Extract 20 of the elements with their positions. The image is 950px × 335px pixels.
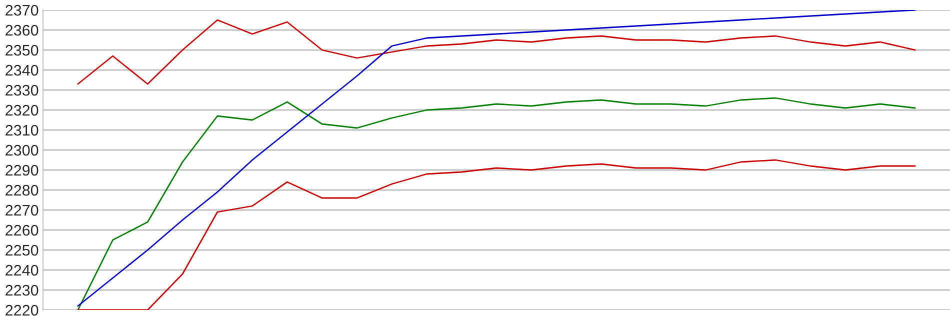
y-tick-label: 2220 <box>6 304 38 316</box>
y-tick-label: 2300 <box>6 144 38 156</box>
line-series <box>77 159 916 310</box>
y-tick-label: 2310 <box>6 124 38 136</box>
y-tick-label: 2270 <box>6 204 38 216</box>
y-tick-label: 2260 <box>6 224 38 236</box>
y-tick-label: 2330 <box>6 84 38 96</box>
line-series <box>77 19 916 85</box>
y-tick-label: 2370 <box>6 4 38 16</box>
y-tick-label: 2360 <box>6 24 38 36</box>
y-tick-label: 2290 <box>6 164 38 176</box>
line-series <box>77 97 916 310</box>
y-tick-label: 2250 <box>6 244 38 256</box>
y-tick-label: 2340 <box>6 64 38 76</box>
y-tick-label: 2280 <box>6 184 38 196</box>
y-tick-label: 2240 <box>6 264 38 276</box>
line-series <box>77 10 916 307</box>
y-tick-label: 2320 <box>6 104 38 116</box>
y-tick-label: 2230 <box>6 284 38 296</box>
y-tick-label: 2350 <box>6 44 38 56</box>
